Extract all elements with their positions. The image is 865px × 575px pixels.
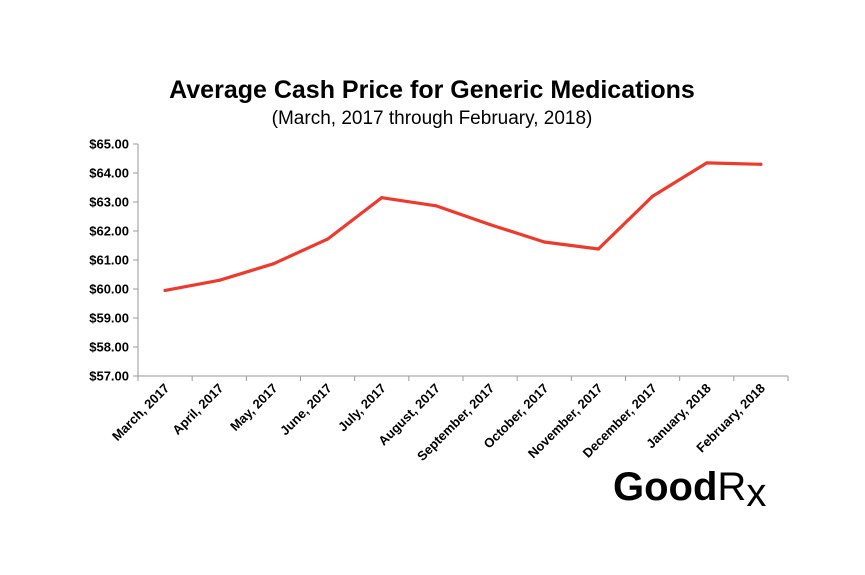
- x-tick-label: July, 2017: [335, 381, 389, 435]
- data-point: [542, 240, 546, 244]
- data-point: [596, 247, 601, 251]
- data-point: [271, 262, 276, 266]
- series-layer: [163, 161, 763, 293]
- y-tick-label: $61.00: [89, 253, 129, 268]
- logo-r-text: R: [717, 465, 746, 509]
- chart-title: Average Cash Price for Generic Medicatio…: [169, 76, 695, 104]
- data-point: [217, 278, 221, 282]
- data-point: [705, 161, 709, 165]
- y-tick-label: $63.00: [89, 195, 129, 210]
- x-tick-label: April, 2017: [169, 381, 226, 438]
- data-point: [163, 288, 167, 293]
- logo-good-text: Good: [613, 465, 717, 509]
- goodrx-logo: GoodRx: [613, 465, 766, 515]
- y-axis: $57.00 $58.00 $59.00 $60.00 $61.00 $62.00 $63.…: [89, 137, 139, 384]
- y-tick-label: $62.00: [89, 224, 129, 239]
- chart-subtitle: (March, 2017 through February, 2018): [272, 108, 593, 129]
- x-tick-label: June, 2017: [277, 381, 335, 439]
- series-line: [163, 161, 763, 292]
- data-point: [488, 223, 492, 227]
- y-tick-label: $64.00: [89, 166, 129, 181]
- x-tick-label: March, 2017: [109, 381, 172, 444]
- data-point: [650, 194, 655, 198]
- data-point: [325, 237, 330, 241]
- svg-text:GoodRx: GoodRx: [613, 465, 766, 515]
- y-tick-label: $59.00: [89, 311, 129, 326]
- data-point: [380, 196, 384, 200]
- y-tick-label: $58.00: [89, 340, 129, 355]
- data-point: [759, 162, 763, 166]
- data-point: [434, 204, 438, 208]
- y-tick-label: $57.00: [89, 369, 129, 384]
- y-tick-label: $65.00: [89, 137, 129, 152]
- logo-x-text: x: [746, 471, 766, 515]
- y-tick-label: $60.00: [89, 282, 129, 297]
- x-tick-label: May, 2017: [227, 381, 280, 434]
